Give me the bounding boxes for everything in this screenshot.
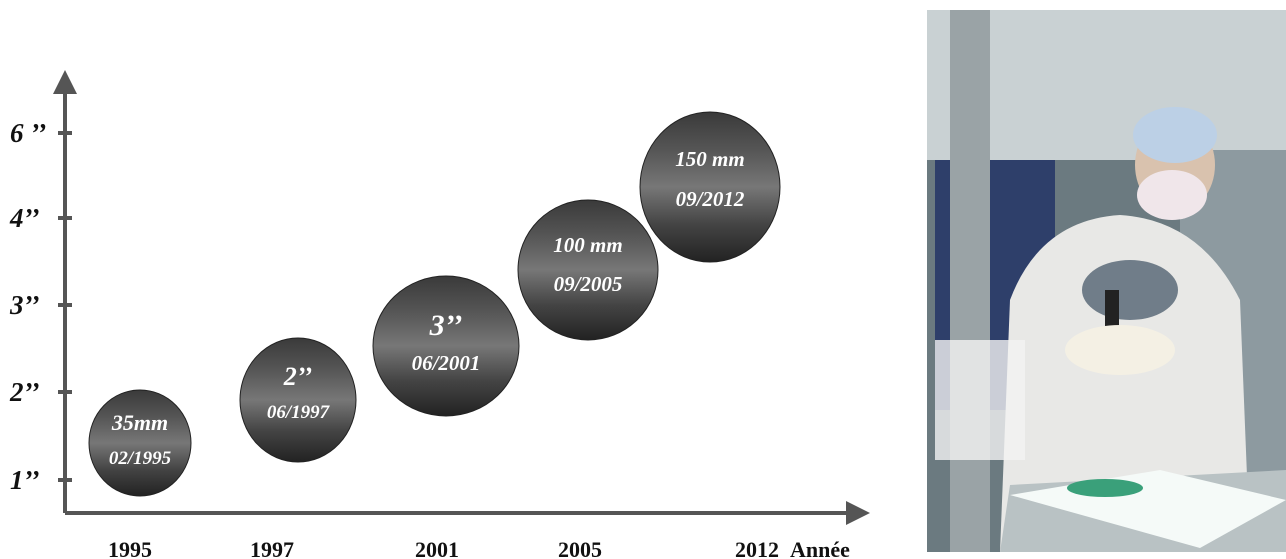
wafer-date: 06/1997 (267, 402, 331, 423)
x-label: 1997 (250, 537, 294, 559)
wafer-date: 02/1995 (109, 448, 172, 469)
wafer (517, 199, 659, 341)
wafer (239, 337, 357, 463)
wafer-date: 09/2005 (554, 272, 623, 296)
wafer-size: 35mm (111, 410, 168, 435)
x-axis-title: Année (790, 537, 850, 559)
photo (927, 10, 1286, 552)
wafer-size: 2’’ (283, 362, 312, 391)
wafer-size: 100 mm (553, 233, 622, 257)
wafer-date: 09/2012 (676, 187, 745, 211)
y-label: 1’’ (10, 465, 39, 495)
y-label: 2’’ (9, 377, 39, 407)
wafer (372, 275, 520, 417)
wafer-size: 150 mm (675, 147, 744, 171)
y-label: 6 ’’ (10, 118, 46, 148)
x-label: 2001 (415, 537, 459, 559)
x-label: 1995 (108, 537, 152, 559)
x-label: 2005 (558, 537, 602, 559)
wafer-date: 06/2001 (412, 351, 481, 375)
wafer (639, 111, 781, 263)
y-label: 3’’ (9, 290, 39, 320)
x-label: 2012 (735, 537, 779, 559)
diagram: 1’’ 2’’ 3’’ 4’’ 6 ’’ 1995 1997 2001 2005 2012 Anné… (9, 70, 870, 559)
wafer (88, 389, 192, 497)
y-label: 4’’ (9, 203, 39, 233)
wafer-size: 3’’ (429, 309, 463, 342)
